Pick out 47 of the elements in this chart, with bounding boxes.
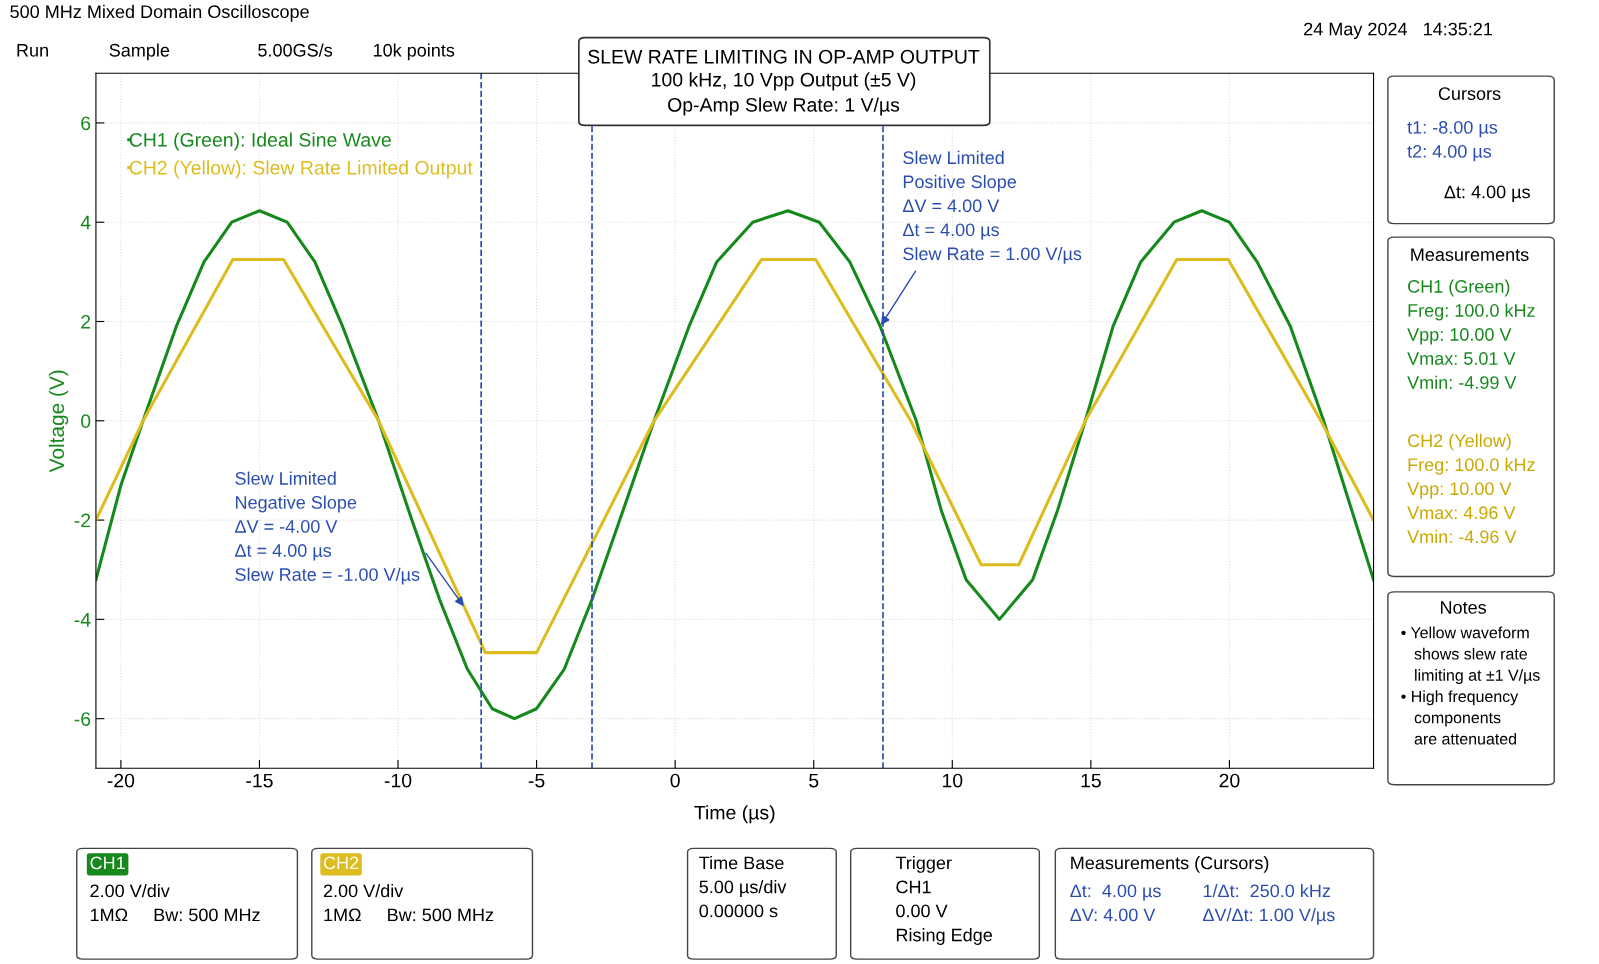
y-tick-label: 4 [80, 215, 91, 230]
text: Measurements (Cursors) [1071, 856, 1269, 873]
text: Sample [109, 43, 170, 61]
text: CH1 (Green) Freg: 100.0 kHz Vpp: 10.00 V Vmax: 5.01 V Vmin: -4.99 V [1407, 279, 1535, 389]
y-axis-title: Voltage (V) [48, 370, 69, 473]
text: Time Base 5.00 µs/div 0.00000 s [699, 856, 787, 918]
text: 100 kHz, 10 Vpp Output (±5 V) Op-Amp Slew Rate: 1 V/µs [652, 72, 916, 116]
text: CH1 [90, 856, 125, 870]
text: Δt: 4.00 µs ΔV: 4.00 V [1070, 884, 1161, 922]
y-tick-label: -6 [74, 712, 91, 726]
annotation: Slew Limited Negative Slope ΔV = -4.00 V Δt = 4.00 µs Slew Rate = -1.00 V/µs [235, 471, 420, 585]
text: Δt: 4.00 µs [1444, 185, 1530, 202]
annotation: Slew Limited Positive Slope ΔV = 4.00 V Δt = 4.00 µs Slew Rate = 1.00 V/µs [902, 150, 1082, 264]
x-tick-label: -10 [384, 773, 412, 788]
text: 10k points [373, 43, 455, 61]
x-tick-label: -20 [107, 773, 135, 788]
text: 500 MHz Mixed Domain Oscilloscope [10, 4, 309, 22]
x-axis-title: Time (µs) [694, 805, 775, 824]
y-tick-label: -2 [74, 513, 91, 528]
x-tick-label: 0 [670, 773, 680, 788]
text: 1/Δt: 250.0 kHz ΔV/Δt: 1.00 V/µs [1202, 883, 1335, 925]
legend-label: CH2 (Yellow): Slew Rate Limited Output [129, 160, 473, 179]
text: 2.00 V/div 1MΩ Bw: 500 MHz [90, 883, 260, 922]
text: Trigger CH1 0.00 V Rising Edge [895, 856, 992, 945]
x-tick-label: 20 [1219, 773, 1240, 788]
chart-title: SLEW RATE LIMITING IN OP-AMP OUTPUT [588, 49, 980, 64]
x-tick-label: -15 [246, 773, 273, 788]
y-tick-label: 2 [81, 314, 91, 329]
text: Measurements [1411, 248, 1529, 262]
y-tick-label: 6 [81, 116, 91, 131]
x-tick-label: 10 [942, 773, 963, 788]
text: Notes [1440, 601, 1487, 614]
text: 2.00 V/div 1MΩ Bw: 500 MHz [323, 883, 494, 922]
text: Run [17, 44, 48, 57]
x-tick-label: -5 [528, 773, 545, 788]
text: Cursors [1438, 87, 1501, 101]
legend-label: CH1 (Green): Ideal Sine Wave [129, 132, 391, 151]
y-tick-label: 0 [81, 414, 91, 429]
text: 24 May 2024 14:35:21 [1304, 22, 1493, 39]
x-tick-label: 5 [809, 773, 819, 788]
x-tick-label: 15 [1081, 773, 1101, 788]
text: 5.00GS/s [258, 43, 333, 57]
text: CH2 (Yellow) Freg: 100.0 kHz Vpp: 10.00 V Vmax: 4.96 V Vmin: -4.96 V [1407, 433, 1535, 544]
text: t1: -8.00 µs t2: 4.00 µs [1407, 120, 1498, 162]
y-tick-label: -4 [74, 613, 91, 627]
text: • Yellow waveform shows slew rate limiting at ±1 V/µs • High frequency components are attenuated [1401, 626, 1540, 745]
text: CH2 [323, 856, 359, 870]
